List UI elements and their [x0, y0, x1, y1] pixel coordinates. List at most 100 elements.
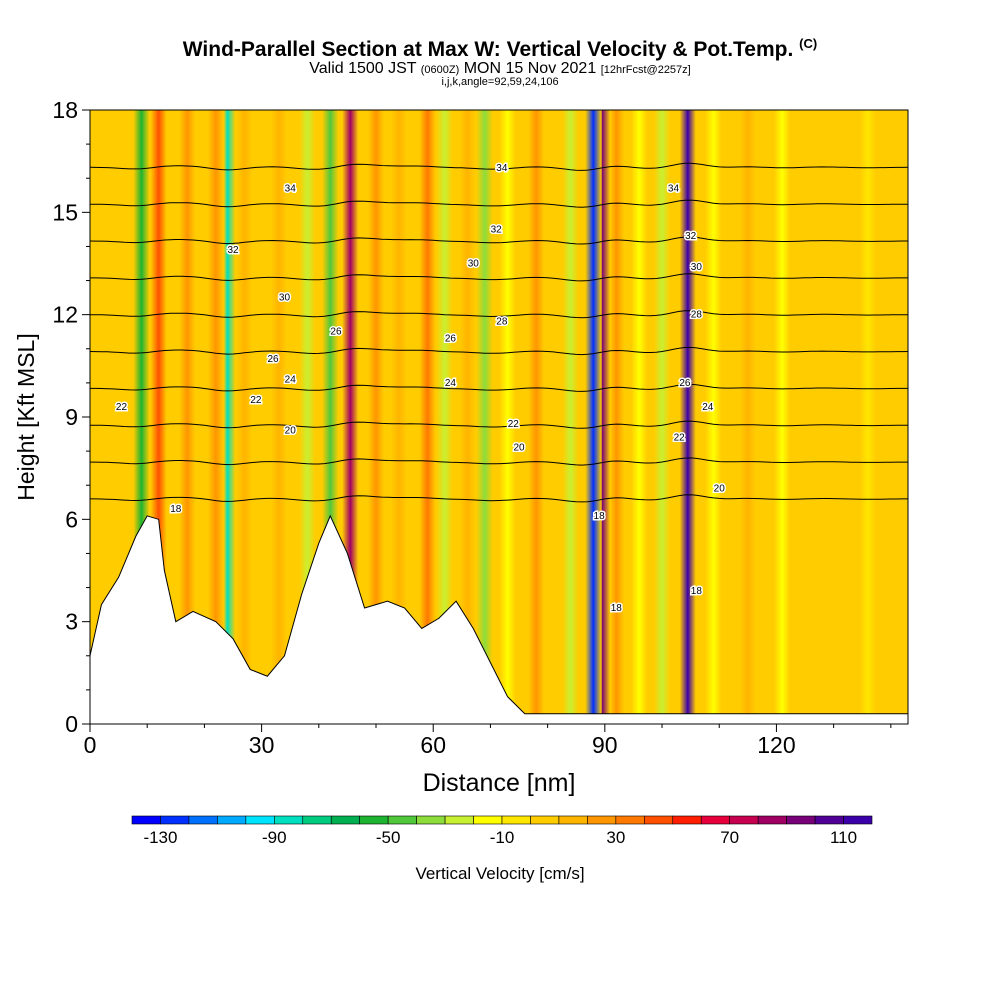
valid-zulu: (0600Z): [420, 64, 460, 76]
theta-contour-label: 18: [594, 511, 606, 522]
colorbar-swatch: [416, 815, 446, 825]
theta-contour-label: 34: [668, 183, 680, 194]
theta-contour-label: 28: [691, 310, 703, 321]
theta-contour-line: [90, 383, 908, 392]
colorbar-swatch: [217, 815, 247, 825]
colorbar-swatch: [729, 815, 759, 825]
y-tick-label: 12: [52, 302, 78, 328]
x-axis: 0 30 60 90 120: [84, 724, 892, 758]
theta-contour-label: 20: [513, 443, 525, 454]
section-indices: i,j,k,angle=92,59,24,106: [441, 76, 559, 88]
colorbar-tick-label: 110: [829, 828, 858, 847]
y-tick-label: 3: [65, 609, 78, 635]
colorbar-swatch: [160, 815, 190, 825]
theta-contour-label: 30: [691, 262, 703, 273]
chart-title-text: Wind-Parallel Section at Max W: Vertical…: [182, 38, 794, 61]
theta-contour-line: [90, 199, 908, 208]
theta-contour-line: [90, 346, 908, 356]
theta-contour-label: 28: [496, 316, 508, 327]
colorbar-swatch: [530, 815, 560, 825]
colorbar: [131, 815, 873, 825]
colorbar-swatch: [700, 815, 730, 825]
theta-contour-label: 20: [285, 426, 297, 437]
colorbar-swatch: [843, 815, 873, 825]
x-tick-label: 120: [757, 732, 795, 758]
colorbar-swatch: [501, 815, 531, 825]
theta-contour-label: 34: [496, 163, 508, 174]
theta-contour-label: 32: [491, 224, 503, 235]
colorbar-tick-label: -130: [143, 828, 178, 847]
x-tick-label: 90: [592, 732, 618, 758]
y-axis: 0 3 6 9 12 15 18: [52, 97, 90, 737]
theta-contour-line: [90, 457, 908, 466]
colorbar-title: Vertical Velocity [cm/s]: [415, 864, 585, 883]
colorbar-swatch: [387, 815, 417, 825]
theta-contour-label: 18: [691, 586, 703, 597]
theta-contour-line: [90, 236, 908, 245]
y-tick-label: 18: [52, 97, 78, 123]
theta-contour-labels: 18 20 20 20 22 22 22 22 24 24 24 26 26 26 26 28 28 30 30 30…: [114, 161, 726, 615]
chart-title: Wind-Parallel Section at Max W: Vertical…: [0, 36, 1000, 62]
colorbar-swatch: [330, 815, 360, 825]
y-tick-label: 6: [65, 506, 78, 532]
theta-contour-line: [90, 162, 908, 171]
theta-contour-line: [90, 310, 908, 319]
colorbar-swatch: [245, 815, 275, 825]
colorbar-swatch: [757, 815, 787, 825]
theta-contour-label: 24: [285, 374, 297, 385]
colorbar-swatch: [359, 815, 389, 825]
colorbar-tick-label: -10: [489, 828, 515, 847]
theta-contour-label: 26: [267, 354, 279, 365]
theta-contour-label: 26: [679, 378, 691, 389]
colorbar-swatch: [131, 815, 161, 825]
colorbar-swatch: [786, 815, 816, 825]
theta-contour-label: 32: [685, 231, 697, 242]
colorbar-swatch: [302, 815, 332, 825]
theta-contour-label: 24: [702, 402, 714, 413]
theta-contour-label: 22: [674, 432, 686, 443]
theta-contour-line: [90, 273, 908, 282]
colorbar-swatch: [558, 815, 588, 825]
colorbar-swatch: [444, 815, 474, 825]
theta-contour-label: 22: [250, 395, 262, 406]
theta-contour-label: 26: [445, 334, 457, 345]
theta-contour-line: [90, 494, 908, 503]
y-tick-label: 9: [65, 404, 78, 430]
x-tick-label: 0: [84, 732, 97, 758]
colorbar-tick-label: 70: [720, 828, 740, 847]
x-tick-label: 30: [249, 732, 275, 758]
colorbar-tick-label: 30: [606, 828, 626, 847]
colorbar-tick-label: -50: [375, 828, 401, 847]
x-tick-label: 60: [420, 732, 446, 758]
terrain-mask: [89, 514, 909, 725]
colorbar-swatch: [615, 815, 645, 825]
theta-contour-label: 26: [330, 327, 342, 338]
copyright-mark: (C): [799, 36, 818, 51]
theta-contour-label: 30: [279, 293, 291, 304]
theta-contours: [90, 162, 908, 503]
velocity-field: [90, 110, 908, 724]
y-tick-label: 15: [52, 199, 78, 225]
theta-contour-label: 18: [611, 603, 623, 614]
valid-prefix: Valid 1500 JST: [309, 60, 417, 77]
valid-date: MON 15 Nov 2021: [463, 60, 597, 77]
colorbar-swatch: [274, 815, 304, 825]
theta-contour-label: 30: [468, 259, 480, 270]
theta-contour-label: 22: [508, 419, 520, 430]
theta-contour-label: 20: [714, 484, 726, 495]
theta-contour-label: 34: [285, 183, 297, 194]
colorbar-swatch: [672, 815, 702, 825]
colorbar-swatch: [188, 815, 218, 825]
valid-time-line: Valid 1500 JST (0600Z) MON 15 Nov 2021 […: [0, 60, 1000, 78]
colorbar-tick-label: -90: [262, 828, 287, 847]
x-axis-label: Distance [nm]: [423, 769, 576, 797]
theta-contour-label: 32: [227, 245, 239, 256]
theta-contour-label: 18: [170, 504, 182, 515]
forecast-info: [12hrFcst@2257z]: [600, 64, 691, 76]
y-axis-label: Height [Kft MSL]: [13, 333, 39, 500]
colorbar-swatch: [473, 815, 503, 825]
theta-contour-line: [90, 420, 908, 429]
colorbar-swatch: [644, 815, 674, 825]
colorbar-swatch: [587, 815, 617, 825]
